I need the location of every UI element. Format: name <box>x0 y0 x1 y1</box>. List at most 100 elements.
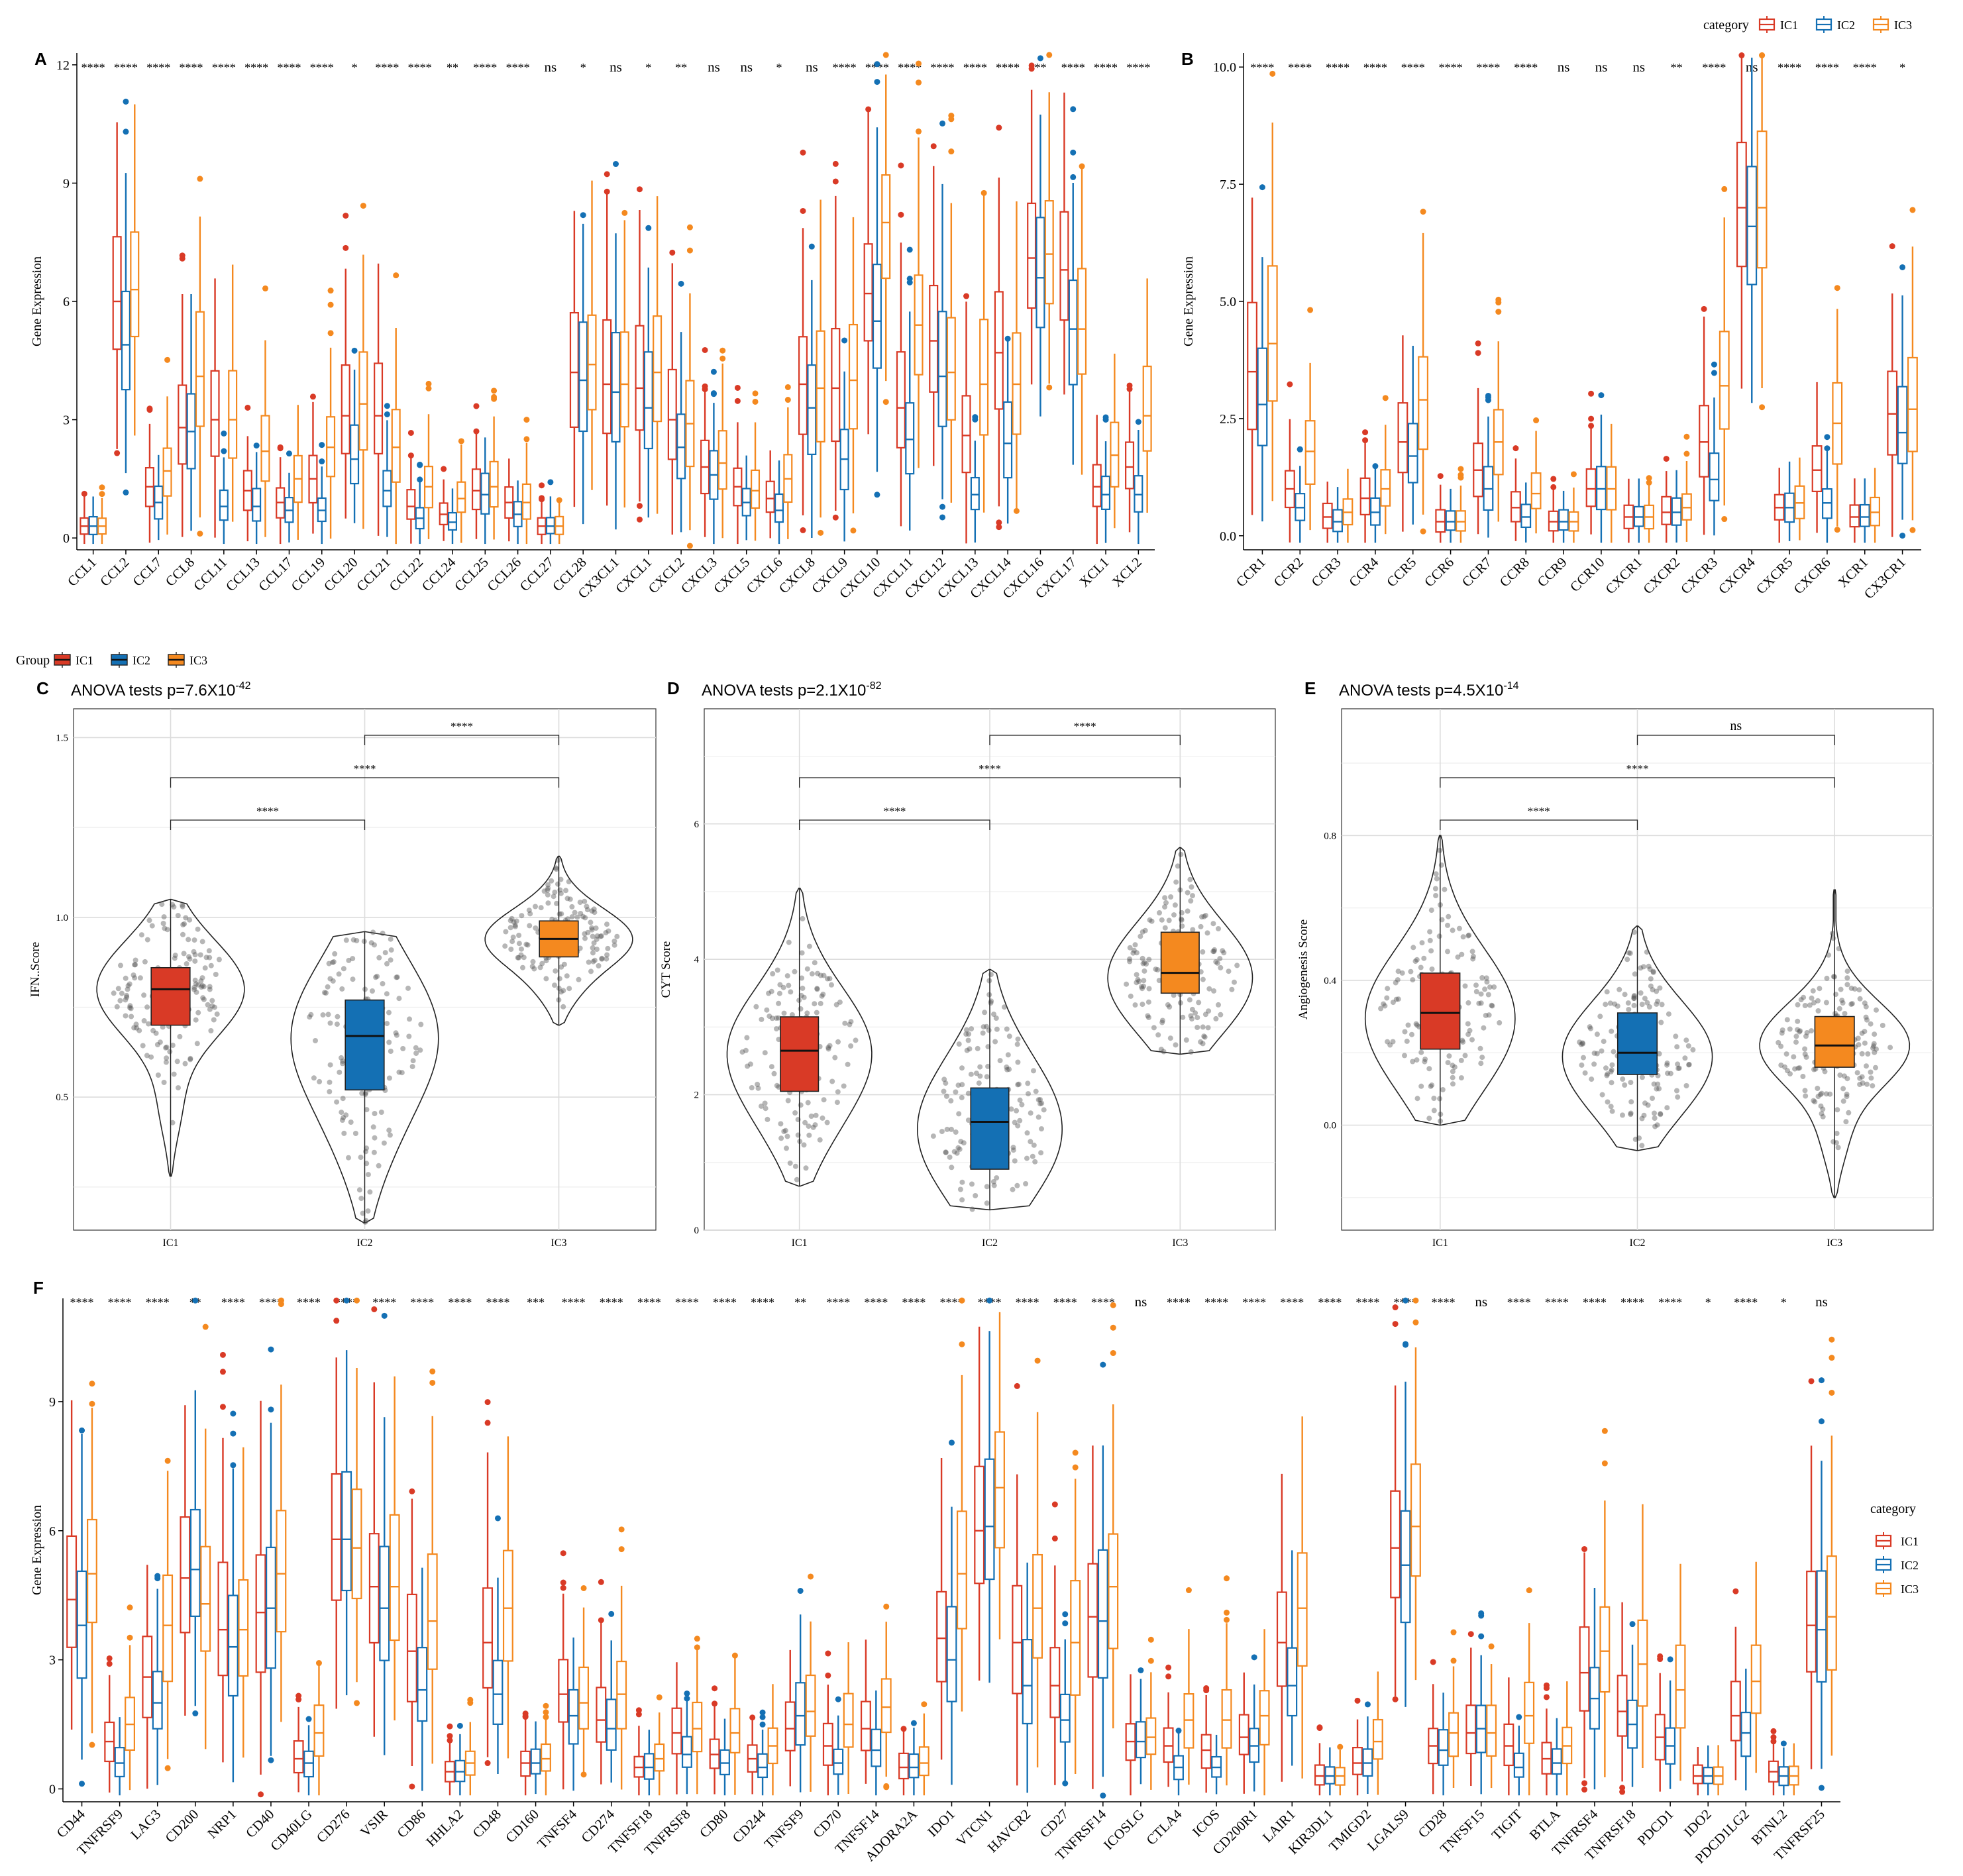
jitter-point <box>321 990 327 996</box>
jitter-point <box>1622 1082 1628 1088</box>
jitter-point <box>1800 1074 1806 1079</box>
box-CCL20-IC1 <box>341 213 350 519</box>
box-CXCL6-IC1 <box>765 450 775 539</box>
bracket-label: **** <box>1074 720 1096 733</box>
y-axis-title: CYT Score <box>659 941 673 998</box>
outlier-point <box>539 495 545 501</box>
jitter-point <box>1656 1086 1662 1092</box>
jitter-point <box>1642 1100 1648 1106</box>
outlier-point <box>1701 305 1707 312</box>
jitter-point <box>771 1070 777 1076</box>
jitter-point <box>1812 1099 1818 1105</box>
box-body <box>331 1473 342 1601</box>
jitter-point <box>374 973 380 979</box>
outlier-point <box>949 1439 955 1446</box>
box-TMIGD2-IC3 <box>1372 1671 1383 1795</box>
jitter-point <box>1591 1050 1597 1056</box>
significance-label: **** <box>1326 61 1350 74</box>
box-CD28-IC2 <box>1438 1693 1449 1796</box>
jitter-point <box>1797 1065 1803 1071</box>
outlier-point <box>333 1318 340 1324</box>
jitter-point <box>1217 956 1223 962</box>
jitter-point <box>187 1055 193 1061</box>
y-axis-title: IFN..Score <box>28 942 42 997</box>
jitter-point <box>1180 1014 1186 1020</box>
jitter-point <box>592 910 598 915</box>
jitter-point <box>833 1002 839 1008</box>
jitter-point <box>1640 964 1646 970</box>
box-body <box>178 384 187 465</box>
jitter-point <box>201 996 207 1002</box>
box-CXCR2-IC1 <box>1661 456 1672 543</box>
significance-label: **** <box>1167 1296 1191 1309</box>
box-body <box>765 480 775 513</box>
box-CCR10-IC1 <box>1585 390 1597 535</box>
box-CXCL11-IC1 <box>896 162 906 527</box>
box-CD274-IC1 <box>596 1579 607 1785</box>
jitter-point <box>1033 1088 1039 1094</box>
jitter-point <box>334 1099 340 1105</box>
box-CCR1-IC3 <box>1267 70 1278 501</box>
outlier-point <box>1403 1341 1409 1348</box>
jitter-point <box>1419 940 1425 946</box>
jitter-point <box>1855 1035 1861 1041</box>
jitter-point <box>388 936 394 942</box>
jitter-point <box>125 986 131 992</box>
jitter-point <box>207 1006 213 1012</box>
jitter-point <box>611 942 617 948</box>
jitter-point <box>1028 1139 1034 1145</box>
box-CCL22-IC3 <box>423 380 434 539</box>
jitter-point <box>1489 1003 1495 1009</box>
box-body <box>480 472 490 515</box>
box-TNFSF15-IC3 <box>1486 1643 1497 1789</box>
box-CCL7-IC2 <box>154 454 164 541</box>
jitter-point <box>191 937 197 943</box>
box-body <box>1044 200 1054 305</box>
box-CD200R1-IC1 <box>1238 1672 1249 1794</box>
box-TNFSF15-IC1 <box>1465 1631 1477 1787</box>
jitter-point <box>803 1165 809 1171</box>
jitter-point <box>1611 1049 1617 1055</box>
x-tick-label: IC2 <box>357 1237 373 1249</box>
jitter-point <box>832 1055 838 1061</box>
jitter-point <box>205 1002 211 1008</box>
jitter-point <box>417 1047 423 1053</box>
jitter-point <box>614 933 620 939</box>
jitter-point <box>598 933 604 939</box>
box-CCL27-IC1 <box>537 482 547 545</box>
outlier-point <box>832 178 839 185</box>
jitter-point <box>786 982 792 988</box>
box-body <box>1530 472 1542 509</box>
box-CXCL6-IC3 <box>783 384 793 539</box>
jitter-point <box>1803 1093 1809 1099</box>
jitter-point <box>1162 904 1167 910</box>
outlier-point <box>268 1757 274 1763</box>
outlier-point <box>684 1695 690 1702</box>
jitter-point <box>1210 949 1216 955</box>
box-ADORA2A-IC1 <box>898 1726 909 1796</box>
jitter-point <box>1428 1083 1434 1089</box>
significance-label: **** <box>180 61 203 74</box>
jitter-point <box>1004 1067 1010 1072</box>
box-CXCL8-IC1 <box>798 149 808 533</box>
jitter-point <box>1010 1147 1016 1153</box>
jitter-point <box>510 934 516 940</box>
jitter-point <box>1014 1182 1020 1188</box>
jitter-point <box>127 981 133 987</box>
jitter-point <box>1795 1018 1801 1024</box>
outlier-point <box>1062 1611 1069 1618</box>
box-body <box>391 409 401 483</box>
outlier-point <box>1909 527 1916 533</box>
jitter-point <box>774 1026 779 1032</box>
outlier-point <box>354 1297 360 1304</box>
jitter-point <box>1579 1040 1585 1046</box>
significance-label: **** <box>1734 1296 1758 1309</box>
jitter-point <box>1142 927 1148 933</box>
jitter-point <box>140 1043 146 1049</box>
box-body <box>1267 265 1278 402</box>
box-CD44-IC1 <box>66 1400 78 1730</box>
jitter-point <box>1609 1108 1615 1114</box>
outlier-point <box>1014 1382 1020 1389</box>
outlier-point <box>1601 1428 1608 1434</box>
jitter-point <box>787 1160 793 1166</box>
